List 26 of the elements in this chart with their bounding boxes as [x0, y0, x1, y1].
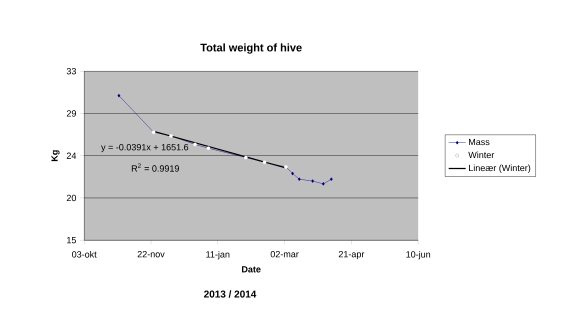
x-tick-label: 22-nov	[138, 250, 165, 258]
x-tick-label: 03-okt	[72, 250, 97, 258]
annotation: R$^{2}$ = 0.9919	[132, 163, 179, 172]
y-tick-label: 24	[66, 152, 76, 159]
y-axis-title: Kg	[51, 150, 60, 162]
point	[330, 177, 333, 181]
annotation: y = -0.0391x + 1651.6	[101, 144, 188, 152]
legend-label: Winter	[468, 152, 494, 158]
legend-label: Lineær (Winter)	[469, 164, 530, 173]
y-tick-label: 20	[66, 194, 76, 202]
y-tick-label: 29	[66, 110, 76, 117]
point	[298, 177, 301, 181]
x-tick-label: 10-jun	[406, 250, 430, 260]
x-axis-title: Date	[242, 266, 261, 272]
y-tick-label: 33	[66, 68, 76, 74]
x-tick-label: 11-jan	[206, 250, 230, 260]
x-tick-label: 21-apr	[338, 250, 364, 260]
x-tick-label: 02-mar	[270, 250, 299, 258]
point	[291, 172, 294, 176]
point	[118, 94, 120, 98]
chart-title: Total weight of hive	[200, 43, 302, 54]
point	[311, 179, 314, 183]
text: 2013 / 2014	[204, 290, 256, 298]
y-tick-label: 15	[67, 237, 76, 244]
legend-label: Mass	[469, 138, 490, 146]
point	[322, 182, 325, 186]
